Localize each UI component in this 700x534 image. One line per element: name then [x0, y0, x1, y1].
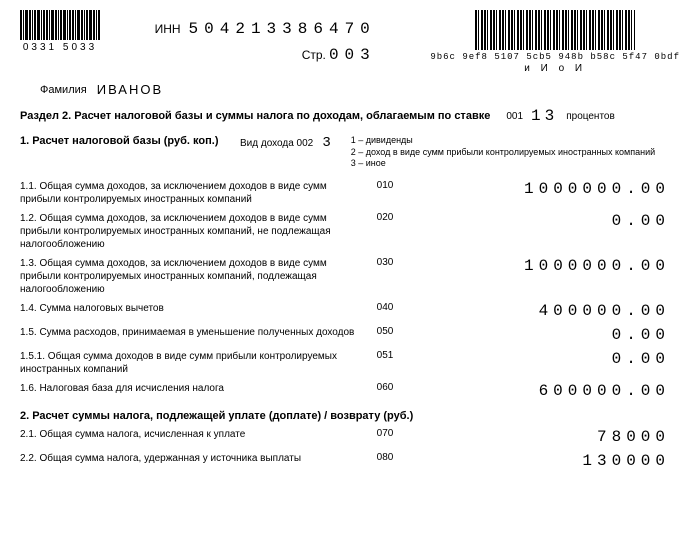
section-code-label: 001 — [506, 111, 523, 122]
surname-label: Фамилия — [40, 84, 87, 96]
line-value: 78000 — [410, 428, 680, 446]
line-code: 050 — [360, 326, 410, 337]
line-code: 070 — [360, 428, 410, 439]
row1-title: 1. Расчет налоговой базы (руб. коп.) — [20, 135, 240, 147]
line-code: 060 — [360, 382, 410, 393]
pdf417-barcode — [475, 10, 635, 50]
section-title: Раздел 2. Расчет налоговой базы и суммы … — [20, 107, 680, 125]
line-value: 1000000.00 — [410, 180, 680, 198]
note-3: 3 – иное — [351, 158, 655, 170]
row1-income-code: 3 — [322, 135, 330, 151]
note-1: 1 – дивиденды — [351, 135, 655, 147]
page-value: 003 — [329, 46, 376, 64]
barcode-numbers: 0331 5033 — [23, 42, 97, 53]
line-row: 1.6. Налоговая база для исчисления налог… — [20, 382, 680, 400]
page-label: Стр. — [302, 48, 326, 62]
line-label: 1.5.1. Общая сумма доходов в виде сумм п… — [20, 350, 360, 376]
lines-section-1: 1.1. Общая сумма доходов, за исключением… — [20, 180, 680, 400]
line-code: 020 — [360, 212, 410, 223]
subsection2-title: 2. Расчет суммы налога, подлежащей уплат… — [20, 410, 680, 422]
pdf417-code: 9b6c 9ef8 5107 5cb5 948b b58c 5f47 0bdf — [430, 52, 680, 62]
barcode-right: 9b6c 9ef8 5107 5cb5 948b b58c 5f47 0bdf … — [430, 10, 680, 74]
line-row: 2.2. Общая сумма налога, удержанная у ис… — [20, 452, 680, 470]
line-code: 010 — [360, 180, 410, 191]
line-row: 1.5. Сумма расходов, принимаемая в умень… — [20, 326, 680, 344]
line-label: 1.6. Налоговая база для исчисления налог… — [20, 382, 360, 395]
line-label: 1.2. Общая сумма доходов, за исключением… — [20, 212, 360, 251]
line-row: 1.2. Общая сумма доходов, за исключением… — [20, 212, 680, 251]
inn-value: 504213386470 — [189, 20, 376, 38]
line-code: 080 — [360, 452, 410, 463]
line-label: 1.4. Сумма налоговых вычетов — [20, 302, 360, 315]
line-row: 2.1. Общая сумма налога, исчисленная к у… — [20, 428, 680, 446]
row1-notes: 1 – дивиденды 2 – доход в виде сумм приб… — [351, 135, 655, 170]
line-label: 1.1. Общая сумма доходов, за исключением… — [20, 180, 360, 206]
line-row: 1.4. Сумма налоговых вычетов040400000.00 — [20, 302, 680, 320]
line-code: 040 — [360, 302, 410, 313]
line-label: 1.3. Общая сумма доходов, за исключением… — [20, 257, 360, 296]
surname-row: Фамилия ИВАНОВ — [40, 82, 680, 97]
line-value: 600000.00 — [410, 382, 680, 400]
line-row: 1.5.1. Общая сумма доходов в виде сумм п… — [20, 350, 680, 376]
row1-income-label: Вид дохода 002 — [240, 138, 313, 149]
pdf417-sub: и И о И — [524, 63, 586, 74]
section-title-text: Раздел 2. Расчет налоговой базы и суммы … — [20, 110, 490, 122]
line-label: 2.2. Общая сумма налога, удержанная у ис… — [20, 452, 360, 465]
line-value: 400000.00 — [410, 302, 680, 320]
barcode-left: 0331 5033 — [20, 10, 100, 53]
line-value: 0.00 — [410, 350, 680, 368]
line-value: 0.00 — [410, 326, 680, 344]
line-code: 030 — [360, 257, 410, 268]
form-header: 0331 5033 ИНН 504213386470 Стр. 003 9b6c… — [20, 10, 680, 74]
barcode-bars — [20, 10, 100, 40]
lines-section-2: 2.1. Общая сумма налога, исчисленная к у… — [20, 428, 680, 470]
line-label: 1.5. Сумма расходов, принимаемая в умень… — [20, 326, 360, 339]
section-rate: 13 — [531, 107, 558, 125]
row1: 1. Расчет налоговой базы (руб. коп.) Вид… — [20, 135, 680, 170]
surname-value: ИВАНОВ — [97, 82, 163, 97]
line-row: 1.3. Общая сумма доходов, за исключением… — [20, 257, 680, 296]
inn-label: ИНН — [155, 22, 181, 36]
line-value: 0.00 — [410, 212, 680, 230]
section-unit: процентов — [566, 111, 615, 122]
center-header: ИНН 504213386470 Стр. 003 — [155, 15, 376, 64]
line-value: 130000 — [410, 452, 680, 470]
line-code: 051 — [360, 350, 410, 361]
line-row: 1.1. Общая сумма доходов, за исключением… — [20, 180, 680, 206]
note-2: 2 – доход в виде сумм прибыли контролиру… — [351, 147, 655, 159]
line-label: 2.1. Общая сумма налога, исчисленная к у… — [20, 428, 360, 441]
line-value: 1000000.00 — [410, 257, 680, 275]
